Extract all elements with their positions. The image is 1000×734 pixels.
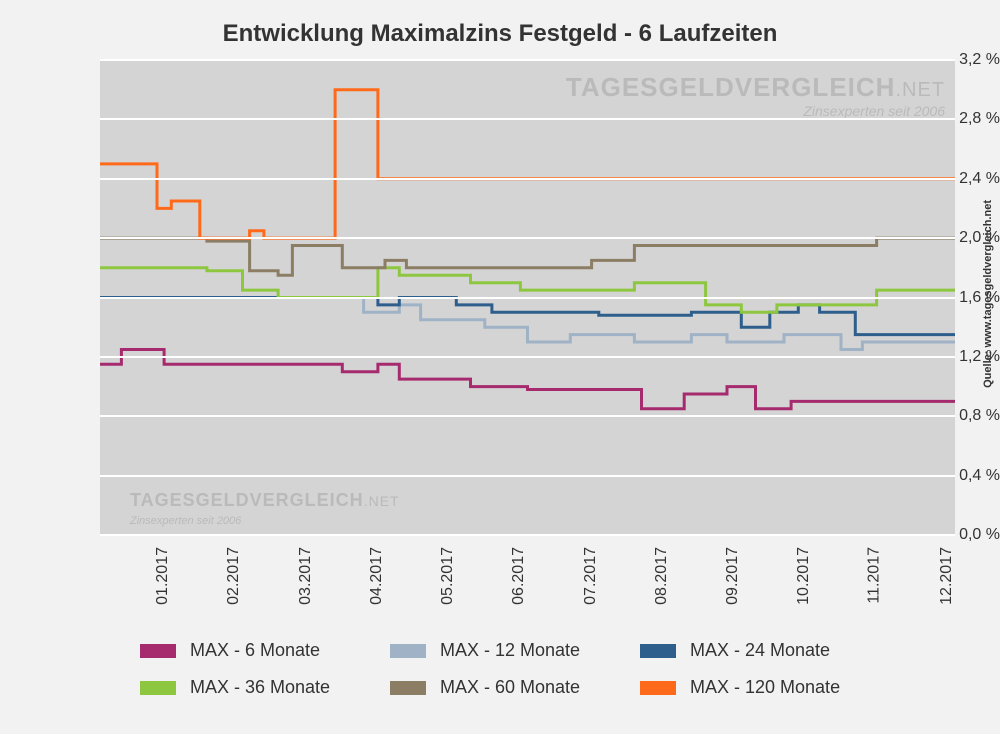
legend-swatch [140, 644, 176, 658]
grid-line-horizontal [100, 178, 955, 180]
x-tick-label: 02.2017 [225, 547, 243, 605]
legend-item: MAX - 12 Monate [390, 640, 640, 661]
legend-label: MAX - 6 Monate [190, 640, 320, 661]
legend-item: MAX - 24 Monate [640, 640, 890, 661]
legend-swatch [140, 681, 176, 695]
watermark-bottom: TAGESGELDVERGLEICH.NET Zinsexperten seit… [130, 490, 400, 529]
watermark-net-text: .NET [895, 79, 945, 101]
x-tick-label: 10.2017 [795, 547, 813, 605]
x-tick-label: 07.2017 [581, 547, 599, 605]
series-line [100, 268, 955, 313]
chart-container: Entwicklung Maximalzins Festgeld - 6 Lau… [0, 0, 1000, 734]
source-label: Quelle: www.tagesgeldvergleich.net [982, 200, 994, 388]
legend-label: MAX - 36 Monate [190, 677, 330, 698]
grid-line-horizontal [100, 59, 955, 61]
grid-line-horizontal [100, 415, 955, 417]
grid-line-horizontal [100, 534, 955, 536]
legend-item: MAX - 120 Monate [640, 677, 890, 698]
legend-swatch [390, 644, 426, 658]
grid-line-horizontal [100, 237, 955, 239]
legend: MAX - 6 Monate MAX - 12 Monate MAX - 24 Mo… [140, 640, 900, 714]
legend-item: MAX - 6 Monate [140, 640, 390, 661]
legend-swatch [390, 681, 426, 695]
x-tick-label: 09.2017 [724, 547, 742, 605]
x-tick-label: 11.2017 [865, 547, 883, 604]
x-tick-label: 12.2017 [938, 547, 956, 605]
x-tick-label: 06.2017 [510, 547, 528, 605]
legend-label: MAX - 120 Monate [690, 677, 840, 698]
watermark-top: TAGESGELDVERGLEICH.NET Zinsexperten seit… [566, 72, 945, 121]
grid-line-horizontal [100, 118, 955, 120]
legend-swatch [640, 681, 676, 695]
series-line [100, 350, 955, 409]
x-tick-label: 04.2017 [368, 547, 386, 605]
grid-line-horizontal [100, 475, 955, 477]
watermark-main-text: TAGESGELDVERGLEICH [566, 72, 896, 102]
grid-line-horizontal [100, 297, 955, 299]
legend-label: MAX - 24 Monate [690, 640, 830, 661]
legend-item: MAX - 60 Monate [390, 677, 640, 698]
x-tick-label: 05.2017 [439, 547, 457, 605]
legend-item: MAX - 36 Monate [140, 677, 390, 698]
x-tick-label: 08.2017 [653, 547, 671, 605]
legend-label: MAX - 12 Monate [440, 640, 580, 661]
legend-label: MAX - 60 Monate [440, 677, 580, 698]
x-tick-label: 01.2017 [154, 547, 172, 605]
grid-line-horizontal [100, 356, 955, 358]
legend-swatch [640, 644, 676, 658]
x-tick-label: 03.2017 [296, 547, 314, 605]
watermark-sub-text: Zinsexperten seit 2006 [803, 103, 945, 119]
